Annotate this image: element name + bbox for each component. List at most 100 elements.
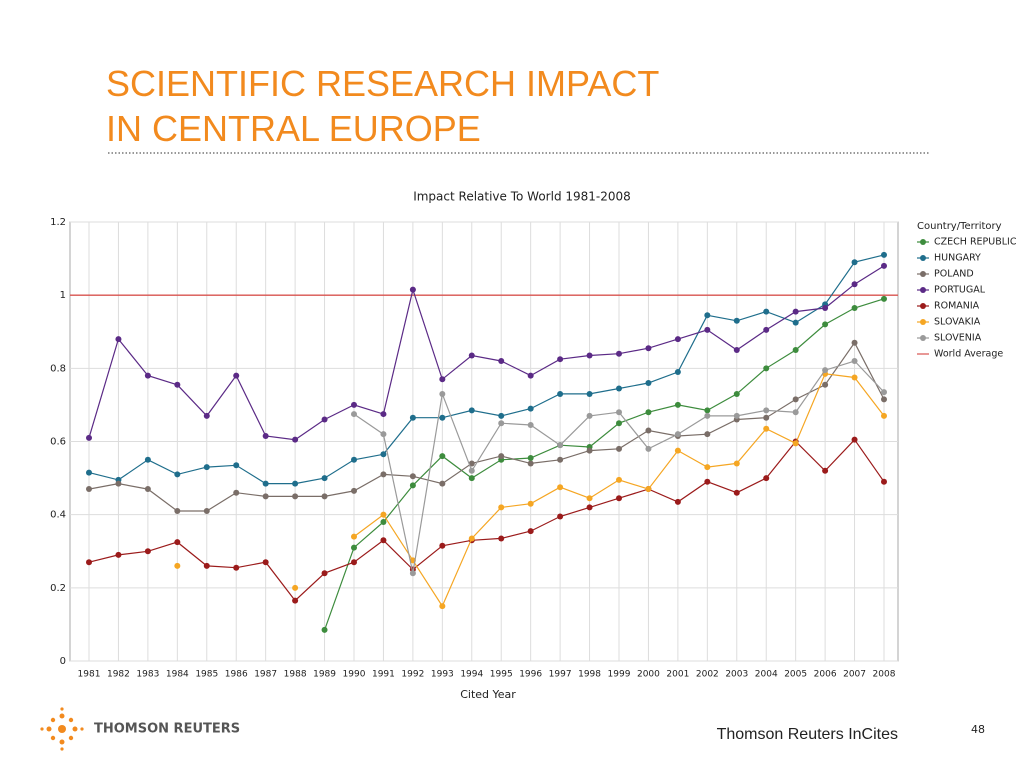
y-tick-label: 0.8 [50,363,66,374]
data-point [351,411,357,418]
data-point [351,559,357,566]
data-point [203,562,210,569]
data-point [645,379,652,386]
data-point [498,358,505,365]
x-tick-label: 1990 [343,670,366,680]
data-point [380,451,387,458]
data-point [763,365,770,372]
x-tick-label: 1986 [225,670,248,680]
data-point [527,528,534,535]
data-point [674,401,681,408]
data-point [498,412,505,419]
data-point [527,422,534,429]
data-point [468,407,475,414]
data-point [321,475,328,482]
data-point [351,456,357,463]
series-line [88,265,885,441]
data-point [616,445,622,452]
data-point [527,460,534,467]
footer: Thomson Reuters InCites [717,726,898,743]
y-tick-label: 1.2 [50,217,66,228]
x-tick-label: 1985 [195,670,218,680]
data-point [233,462,240,469]
data-point [292,493,299,500]
data-point [439,390,446,397]
x-tick-label: 1983 [136,670,159,680]
data-point [86,469,92,476]
legend-title: Country/Territory [917,221,1002,232]
data-point [468,467,475,474]
data-point [144,548,151,555]
data-point [763,475,770,482]
data-point [792,396,799,403]
data-point [733,347,740,354]
data-point [704,312,711,319]
data-point [674,498,681,505]
data-point [174,471,181,478]
data-point [86,559,92,566]
legend-swatch [920,319,926,325]
x-tick-label: 1998 [578,670,601,680]
data-point [851,339,858,346]
data-point [409,473,416,480]
series-line [88,438,885,602]
data-point [733,489,740,496]
data-point [557,484,564,491]
data-point [527,372,534,379]
data-point [792,319,799,326]
x-tick-label: 1996 [519,670,542,680]
data-point [203,508,210,515]
y-tick-label: 0.2 [50,583,66,594]
data-point [380,518,387,525]
x-tick-label: 2004 [755,670,778,680]
data-point [351,487,357,494]
data-point [645,345,652,352]
data-point [851,436,858,443]
data-point [409,570,416,577]
data-point [557,356,564,363]
x-tick-label: 1981 [78,670,101,680]
data-point [557,390,564,397]
data-point [351,544,357,551]
legend-label: PORTUGAL [934,285,986,296]
x-tick-label: 1982 [107,670,130,680]
x-tick-label: 1994 [460,670,483,680]
slide-title: SCIENTIFIC RESEARCH IMPACT [106,63,659,104]
legend-label: ROMANIA [934,301,980,312]
data-point [645,427,652,434]
data-point [763,308,770,315]
data-point [645,445,652,452]
y-tick-label: 0.4 [50,510,66,521]
data-point [822,321,829,328]
data-point [851,304,858,311]
legend-swatch [920,239,926,245]
data-point [380,431,387,438]
data-point [380,411,387,418]
data-point [557,513,564,520]
x-tick-label: 1991 [372,670,395,680]
data-point [616,476,622,483]
x-tick-label: 1993 [431,670,454,680]
data-point [616,495,622,502]
data-point [881,412,887,419]
logo-text: THOMSON REUTERS [94,722,240,737]
data-point [763,425,770,432]
data-point [409,414,416,421]
series-line [88,254,885,485]
data-point [498,420,505,427]
series-line [88,341,885,512]
data-point [704,464,711,471]
data-point [292,584,299,591]
data-point [439,453,446,460]
data-point [380,511,387,518]
data-point [468,535,475,542]
data-point [881,389,887,396]
data-point [203,464,210,471]
data-point [792,308,799,315]
data-point [498,504,505,511]
data-point [498,453,505,460]
data-point [262,433,269,440]
chart-title: Impact Relative To World 1981-2008 [413,190,631,204]
data-point [527,454,534,461]
legend-swatch [920,287,926,293]
